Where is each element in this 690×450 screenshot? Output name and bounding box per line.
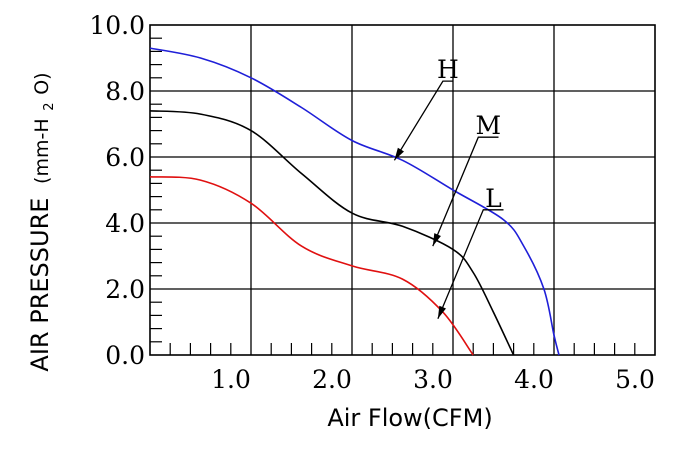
x-tick-label: 4.0: [514, 365, 554, 394]
annotation-leader-m: [432, 136, 499, 247]
annotation-leader-h: [393, 80, 453, 161]
annotation-arrowhead: [394, 147, 405, 161]
annotation-leader-l: [437, 209, 504, 319]
svg-text:AIR PRESSURE (mm-H: AIR PRESSURE (mm-H 2 O): [26, 72, 59, 371]
y-tick-label: 6.0: [105, 143, 145, 172]
x-tick-label: 2.0: [312, 365, 352, 394]
y-tick-label: 8.0: [105, 77, 145, 106]
y-axis-label-unit-end: O): [31, 72, 53, 94]
y-axis-label: AIR PRESSURE (mm-H 2 O): [26, 72, 59, 371]
minor-ticks: [150, 37, 636, 355]
annotation-arrowhead: [432, 233, 441, 247]
tick-labels: 1.0 2.0 3.0 4.0 5.0 0.0 2.0 4.0 6.0 8.0 10.0: [89, 11, 655, 394]
y-tick-label: 10.0: [89, 11, 145, 40]
x-axis-label: Air Flow(CFM): [327, 404, 492, 432]
annotation-label-m: M: [476, 111, 502, 140]
annotations: HM L: [393, 55, 504, 319]
annotation-label-h: H: [437, 55, 459, 84]
series-line-l: [149, 176, 474, 356]
y-axis-label-main: AIR PRESSURE: [26, 198, 54, 372]
series-line-h: [149, 47, 560, 356]
x-tick-label: 5.0: [615, 365, 655, 394]
grid-lines: [149, 24, 656, 356]
annotation-label-l: L: [485, 184, 502, 213]
y-tick-label: 2.0: [105, 275, 145, 304]
y-axis-label-unit-sub: 2: [42, 102, 57, 110]
y-axis-label-unit: (mm-H: [31, 118, 53, 184]
x-tick-label: 1.0: [211, 365, 251, 394]
y-tick-label: 0.0: [105, 341, 145, 370]
x-tick-label: 3.0: [413, 365, 453, 394]
y-tick-label: 4.0: [105, 209, 145, 238]
plot-frame: [149, 24, 656, 356]
annotation-arrowhead: [437, 305, 446, 319]
series-line-m: [149, 110, 515, 356]
